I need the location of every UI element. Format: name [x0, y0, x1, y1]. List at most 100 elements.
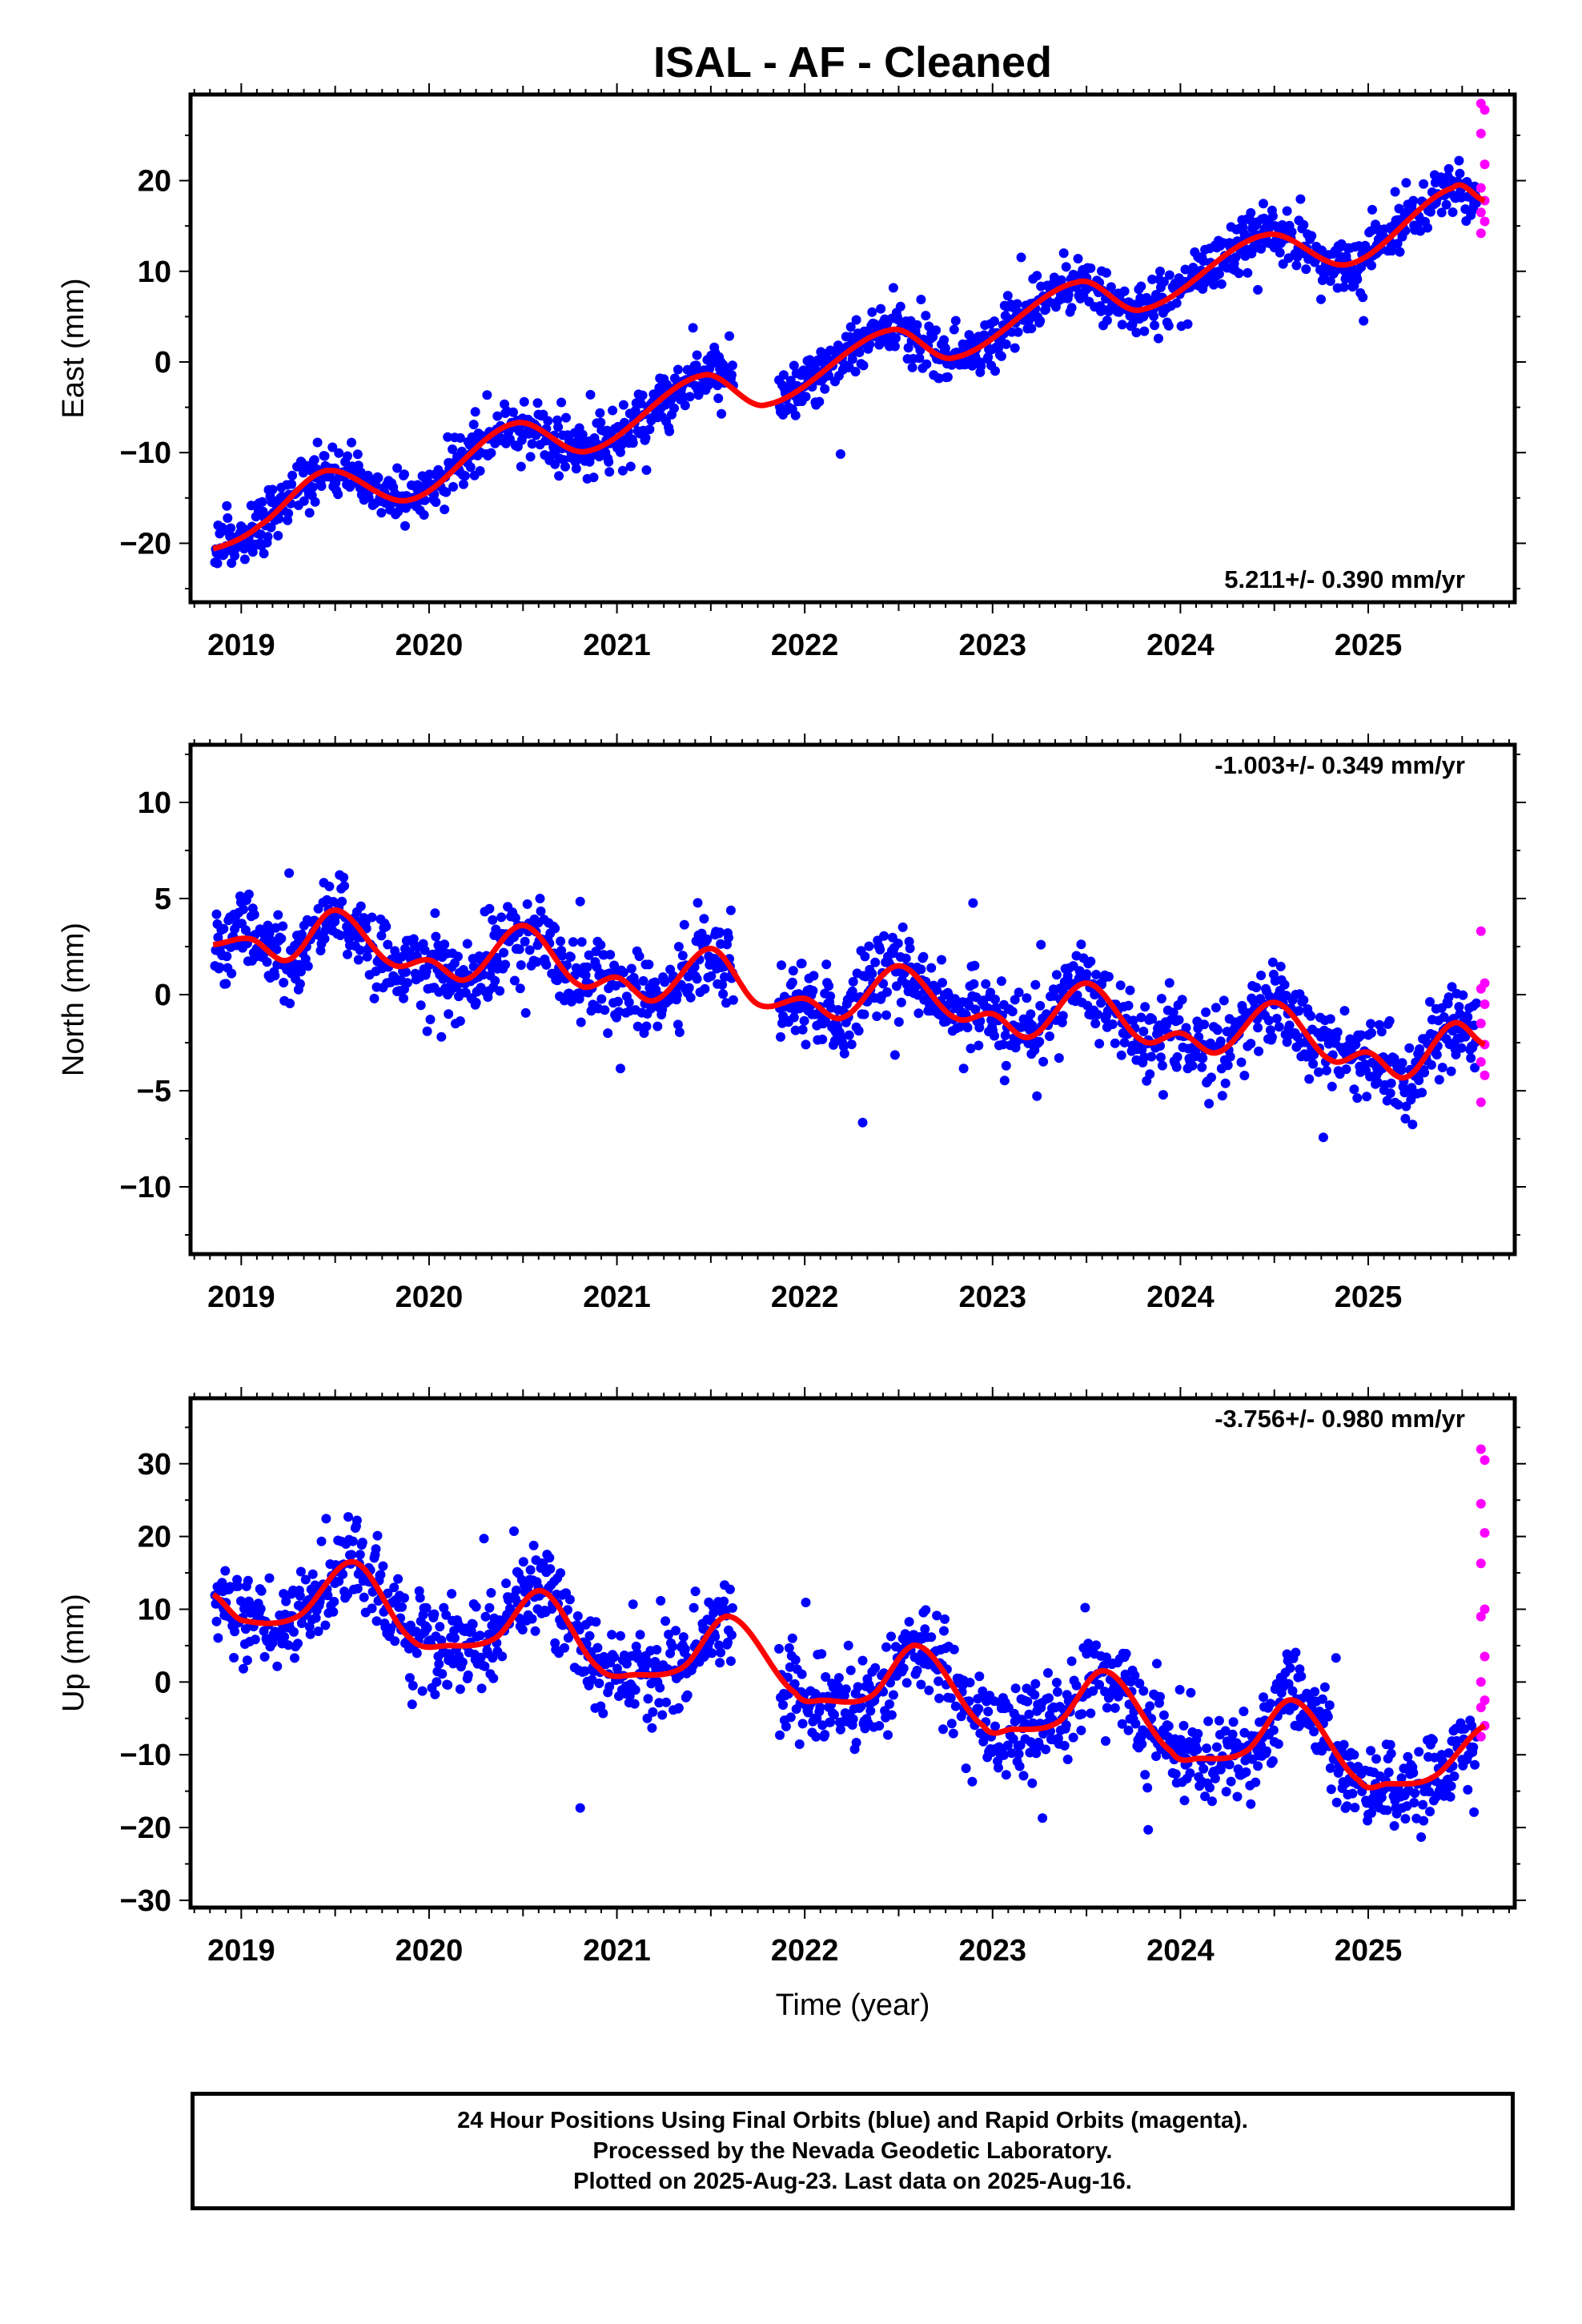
north-model-curve — [212, 907, 1486, 1081]
east-final-point — [1267, 211, 1278, 221]
north-final-point — [1177, 995, 1187, 1005]
up-final-point — [213, 1633, 223, 1643]
east-final-point — [267, 485, 278, 495]
x-tick-label: 2025 — [1335, 1934, 1403, 1968]
north-final-point — [652, 1021, 663, 1031]
up-final-point — [279, 1631, 290, 1642]
east-final-point — [1002, 291, 1013, 301]
up-final-point — [236, 1596, 246, 1606]
up-final-point — [841, 1684, 851, 1695]
north-final-point — [376, 931, 387, 941]
up-final-point — [300, 1574, 311, 1585]
up-rapid-point — [1476, 1444, 1486, 1454]
north-final-point — [632, 1021, 643, 1031]
east-final-point — [1339, 282, 1349, 292]
up-final-point — [1410, 1788, 1420, 1799]
footer-line-3: Plotted on 2025-Aug-23. Last data on 202… — [573, 2169, 1132, 2194]
up-final-point — [310, 1580, 320, 1590]
east-final-point — [560, 461, 570, 472]
up-final-point — [1342, 1801, 1352, 1811]
east-final-point — [312, 437, 323, 448]
up-rapid-point — [1476, 1731, 1486, 1742]
east-final-point — [1259, 199, 1268, 209]
east-final-point — [1408, 195, 1419, 206]
up-final-point — [338, 1569, 348, 1579]
east-final-point — [867, 307, 877, 317]
east-final-point — [1216, 279, 1227, 289]
up-final-point — [397, 1602, 407, 1612]
east-y-axis-label: East (mm) — [57, 278, 90, 418]
up-final-point — [1178, 1720, 1189, 1731]
east-rapid-point — [1480, 159, 1490, 170]
north-rapid-point — [1476, 926, 1486, 936]
up-final-point — [789, 1679, 800, 1689]
up-final-point — [400, 1593, 409, 1603]
footer-caption-box: 24 Hour Positions Using Final Orbits (bl… — [191, 2092, 1515, 2210]
north-final-point — [383, 939, 393, 950]
up-final-point — [1414, 1747, 1424, 1757]
up-final-point — [680, 1644, 690, 1655]
up-final-point — [1262, 1746, 1271, 1756]
up-final-point — [417, 1686, 428, 1696]
north-final-point — [926, 963, 937, 973]
up-final-point — [661, 1616, 671, 1626]
east-final-point — [222, 501, 232, 511]
up-final-point — [316, 1536, 327, 1546]
north-final-point — [499, 947, 509, 958]
up-final-point — [412, 1648, 422, 1659]
north-final-point — [881, 1010, 891, 1020]
up-final-point — [1416, 1832, 1427, 1842]
north-final-point — [1145, 1069, 1155, 1080]
north-final-point — [490, 975, 500, 986]
up-final-point — [1232, 1791, 1243, 1802]
up-final-point — [934, 1676, 944, 1687]
up-final-point — [1317, 1746, 1327, 1756]
up-final-point — [643, 1694, 653, 1704]
north-final-point — [718, 989, 729, 999]
up-rapid-point — [1480, 1528, 1490, 1538]
east-final-point — [789, 360, 799, 371]
up-final-point — [528, 1540, 539, 1550]
up-final-point — [525, 1565, 536, 1575]
up-final-point — [587, 1675, 597, 1685]
up-final-point — [1210, 1773, 1220, 1783]
up-final-point — [904, 1617, 914, 1627]
east-final-point — [1307, 231, 1317, 241]
north-final-point — [1458, 990, 1468, 1000]
north-final-point — [524, 945, 535, 955]
north-final-point — [870, 957, 881, 967]
up-final-point — [1102, 1703, 1112, 1713]
up-final-point — [1449, 1771, 1460, 1781]
up-final-point — [501, 1578, 512, 1589]
east-final-point — [266, 522, 276, 533]
up-final-point — [242, 1655, 252, 1666]
east-final-point — [1390, 187, 1400, 197]
y-tick-label: 0 — [155, 346, 171, 380]
y-tick-label: −5 — [137, 1075, 171, 1108]
up-final-point — [255, 1604, 266, 1614]
north-final-point — [580, 970, 591, 980]
north-final-point — [905, 943, 915, 954]
up-final-point — [1094, 1679, 1105, 1690]
up-final-point — [389, 1582, 400, 1593]
y-tick-label: 5 — [155, 883, 171, 916]
up-final-point — [1291, 1647, 1301, 1658]
north-final-point — [335, 931, 346, 940]
east-final-point — [949, 324, 959, 335]
east-final-point — [283, 509, 294, 519]
east-final-point — [1443, 163, 1454, 174]
north-final-point — [1051, 970, 1062, 980]
north-final-point — [857, 1117, 868, 1128]
up-final-point — [518, 1557, 528, 1567]
east-final-point — [889, 341, 900, 352]
north-final-point — [596, 940, 606, 950]
north-final-point — [1254, 1046, 1264, 1056]
north-final-point — [600, 1005, 610, 1015]
up-final-point — [664, 1630, 674, 1639]
north-final-point — [787, 977, 797, 987]
up-final-point — [1331, 1653, 1341, 1663]
north-final-point — [1460, 1031, 1471, 1042]
east-final-point — [1316, 294, 1326, 304]
north-final-point — [1164, 978, 1174, 988]
north-rapid-point — [1480, 999, 1490, 1009]
